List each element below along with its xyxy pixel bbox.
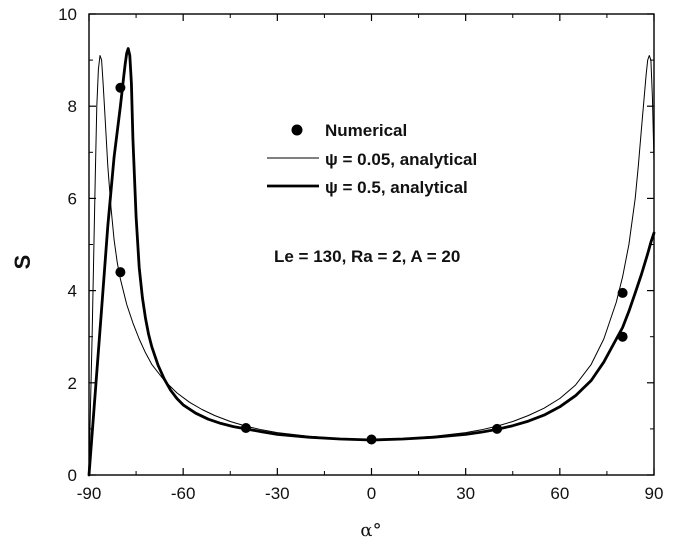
y-tick-label-0: 0 — [68, 466, 77, 485]
series-lines — [87, 47, 656, 477]
y-tick-label-2: 4 — [68, 282, 77, 301]
x-axis-label: α° — [360, 520, 381, 541]
x-tick-label-4: 30 — [456, 484, 475, 503]
series-points — [115, 82, 628, 445]
numerical-point-5 — [617, 287, 628, 298]
legend-label-psi-005: ψ = 0.05, analytical — [325, 150, 477, 169]
numerical-point-6 — [617, 331, 628, 342]
y-tick-label-1: 2 — [68, 374, 77, 393]
legend-label-psi-05: ψ = 0.5, analytical — [325, 178, 468, 197]
series-line-2 — [87, 47, 656, 477]
numerical-point-1 — [115, 267, 126, 278]
ticks — [88, 13, 655, 476]
parameter-annotation: Le = 130, Ra = 2, A = 20 — [274, 247, 460, 266]
numerical-point-3 — [366, 434, 377, 445]
x-tick-label-5: 60 — [550, 484, 569, 503]
y-tick-label-3: 6 — [68, 189, 77, 208]
legend-label-numerical: Numerical — [325, 121, 407, 140]
x-tick-label-2: -30 — [265, 484, 290, 503]
legend-marker-numerical — [291, 124, 303, 136]
tick-labels: -90 -60 -30 0 30 60 90 0 2 4 6 8 10 — [58, 5, 663, 503]
y-tick-label-4: 8 — [68, 97, 77, 116]
x-tick-label-6: 90 — [645, 484, 664, 503]
x-tick-label-1: -60 — [171, 484, 196, 503]
numerical-point-2 — [240, 422, 251, 433]
y-axis-label: S — [10, 255, 35, 270]
x-tick-label-3: 0 — [367, 484, 376, 503]
x-tick-label-0: -90 — [77, 484, 102, 503]
plot-frame — [88, 13, 655, 476]
legend: Numerical ψ = 0.05, analytical ψ = 0.5, … — [267, 121, 477, 197]
y-tick-label-5: 10 — [58, 5, 77, 24]
numerical-point-0 — [115, 82, 126, 93]
numerical-point-4 — [492, 423, 503, 434]
